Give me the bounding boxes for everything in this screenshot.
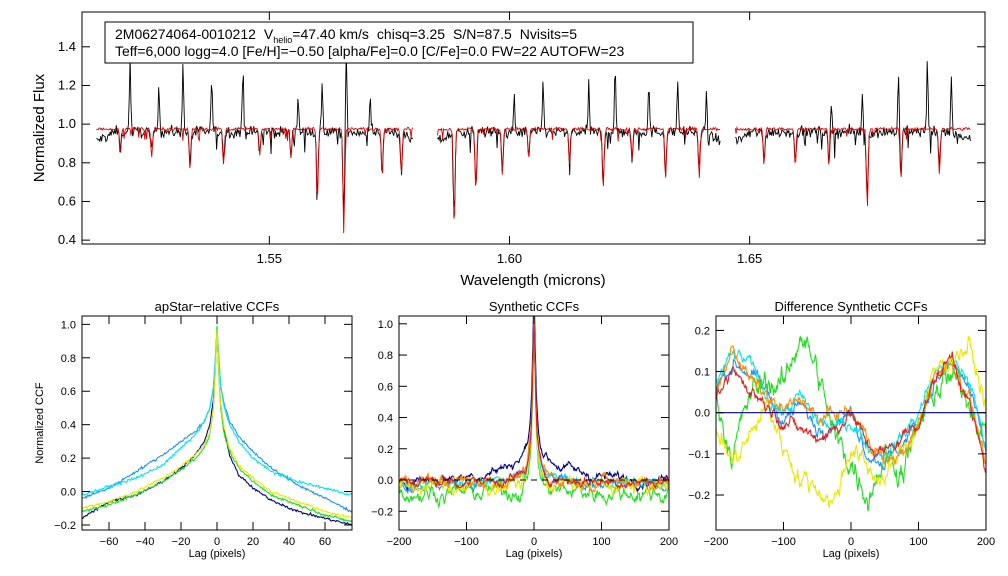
apstar-ccf-visit-4 <box>82 326 352 523</box>
apstar-ccf-x-tick-label: 0 <box>214 536 220 548</box>
apstar-ccf-plot-frame <box>81 315 353 531</box>
apstar-ccf-y-tick-label: 0.0 <box>61 487 76 499</box>
info-box-frame <box>104 21 694 64</box>
difference-ccf-y-tick-label: −0.2 <box>688 490 710 502</box>
difference-ccf-visit-4 <box>716 335 986 512</box>
sn-value: S/N=87.5 <box>453 26 512 42</box>
difference-ccf-x-axis-label: Lag (pixels) <box>823 548 880 560</box>
spectrum-x-tick-label: 1.65 <box>737 251 762 266</box>
apstar-ccf-y-axis-label: Normalized CCF <box>34 382 46 464</box>
synthetic-ccf-y-tick-label: 0.4 <box>378 413 393 425</box>
spectrum-lines <box>96 50 971 234</box>
spectrum-y-tick-label: 1.0 <box>58 116 76 131</box>
apstar-ccf-axes: −60 −40 −20 0 20 40 60 −0.2 0.0 0.2 0.4 0.6 0.8 1.0 <box>54 316 352 548</box>
synthetic-ccf-y-tick-label: 0.2 <box>378 444 393 456</box>
difference-ccf-series <box>716 335 986 512</box>
synthetic-ccf-y-tick-label: 0.0 <box>378 475 393 487</box>
info-line-2: Teff=6,000 logg=4.0 [Fe/H]=−0.50 [alpha/… <box>115 43 624 59</box>
synthetic-ccf-y-tick-label: 0.8 <box>378 350 393 362</box>
difference-ccf-x-tick-label: 0 <box>848 536 854 548</box>
synthetic-ccf-y-tick-label: 1.0 <box>378 319 393 331</box>
apstar-ccf-panel: apStar−relative CCFs −60 −40 −20 0 20 40 60 −0.… <box>34 299 353 560</box>
spectrum-x-tick-label: 1.55 <box>257 251 282 266</box>
apstar-ccf-x-tick-label: −60 <box>100 536 119 548</box>
synthetic-ccf-panel: Synthetic CCFs −200 −100 0 100 200 −0.2 0.0 0.2… <box>371 299 678 560</box>
synthetic-ccf-title: Synthetic CCFs <box>489 299 580 314</box>
apstar-ccf-title: apStar−relative CCFs <box>155 299 280 314</box>
synthetic-ccf-visit-7 <box>399 316 669 490</box>
spectrum-panel: 1.55 1.60 1.65 0.4 0.6 0.8 1.0 1.2 1.4 2M0627406… <box>31 11 986 289</box>
apstar-ccf-visit-3 <box>82 327 352 496</box>
spectrum-y-tick-label: 0.4 <box>58 232 76 247</box>
vhelio-value: =47.40 km/s <box>292 26 369 42</box>
difference-ccf-plot-frame <box>715 315 987 531</box>
chisq-value: chisq=3.25 <box>377 26 445 42</box>
difference-ccf-visit-5 <box>716 335 986 509</box>
apstar-ccf-x-tick-label: −40 <box>136 536 155 548</box>
synthetic-ccf-y-tick-label: 0.6 <box>378 381 393 393</box>
difference-ccf-y-tick-label: −0.1 <box>688 449 710 461</box>
apstar-ccf-x-tick-label: 20 <box>247 536 259 548</box>
difference-ccf-panel: Difference Synthetic CCFs −200 −100 0 100 20… <box>688 299 995 560</box>
vhelio-subscript: helio <box>273 35 292 45</box>
spectrum-observed-chip-2 <box>437 75 721 208</box>
spectrum-plot-frame <box>81 11 986 245</box>
synthetic-ccf-x-tick-label: 200 <box>660 536 678 548</box>
synthetic-ccf-axes: −200 −100 0 100 200 −0.2 0.0 0.2 0.4 0.6 0.8 1.0 <box>371 316 678 548</box>
apstar-ccf-y-tick-label: 1.0 <box>61 319 76 331</box>
apstar-ccf-y-tick-label: 0.4 <box>61 420 76 432</box>
synthetic-ccf-x-tick-label: −100 <box>454 536 479 548</box>
apstar-ccf-y-tick-label: 0.2 <box>61 453 76 465</box>
info-line-1: 2M06274064-0010212 Vhelio=47.40 km/s chisq… <box>115 26 577 45</box>
spectrum-model-chip-3 <box>734 125 971 206</box>
nvisits-value: Nvisits=5 <box>520 26 577 42</box>
apstar-ccf-x-axis-label: Lag (pixels) <box>189 548 246 560</box>
difference-ccf-lines <box>716 335 986 512</box>
spectrum-observed-chip-1 <box>96 50 414 214</box>
apstar-ccf-x-tick-label: 60 <box>319 536 331 548</box>
spectrum-x-axis-label: Wavelength (microns) <box>460 272 605 289</box>
difference-ccf-axes: −200 −100 0 100 200 −0.2 −0.1 0.0 0.1 0.2 <box>688 316 995 548</box>
spectrum-model-chip-2 <box>436 125 721 219</box>
synthetic-ccf-x-axis-label: Lag (pixels) <box>506 548 563 560</box>
apstar-ccf-x-tick-label: −20 <box>172 536 191 548</box>
star-id: 2M06274064-0010212 <box>115 26 256 42</box>
difference-ccf-y-tick-label: 0.0 <box>695 408 710 420</box>
spectrum-y-axis-label: Normalized Flux <box>31 73 48 182</box>
difference-ccf-x-tick-label: −200 <box>704 536 729 548</box>
vhelio-label: V <box>264 26 274 42</box>
spectrum-series <box>96 50 971 234</box>
apstar-ccf-x-tick-label: 40 <box>283 536 295 548</box>
spectrum-axes: 1.55 1.60 1.65 0.4 0.6 0.8 1.0 1.2 1.4 <box>58 12 985 266</box>
difference-ccf-x-tick-label: −100 <box>771 536 796 548</box>
difference-ccf-x-tick-label: 100 <box>909 536 927 548</box>
synthetic-ccf-visit-6 <box>399 316 669 494</box>
synthetic-ccf-x-tick-label: 100 <box>592 536 610 548</box>
apstar-ccf-y-tick-label: 0.6 <box>61 386 76 398</box>
difference-ccf-y-tick-label: 0.2 <box>695 325 710 337</box>
apstar-ccf-lines <box>82 326 352 526</box>
spectrum-x-tick-label: 1.60 <box>497 251 522 266</box>
spectrum-y-tick-label: 0.6 <box>58 193 76 208</box>
apstar-ccf-series <box>82 326 352 526</box>
spectrum-y-tick-label: 0.8 <box>58 155 76 170</box>
synthetic-ccf-x-tick-label: −200 <box>387 536 412 548</box>
apstar-ccf-y-tick-label: −0.2 <box>54 520 76 532</box>
difference-ccf-title: Difference Synthetic CCFs <box>775 299 928 314</box>
difference-ccf-x-tick-label: 200 <box>977 536 995 548</box>
spectrum-y-tick-label: 1.2 <box>58 77 76 92</box>
synthetic-ccf-y-tick-label: −0.2 <box>371 506 393 518</box>
difference-ccf-y-tick-label: 0.1 <box>695 367 710 379</box>
spectrum-y-tick-label: 1.4 <box>58 39 76 54</box>
apstar-ccf-y-tick-label: 0.8 <box>61 353 76 365</box>
spectrum-model-chip-1 <box>96 126 414 234</box>
apstar-ccf-visit-5 <box>82 329 352 519</box>
info-box: 2M06274064-0010212 Vhelio=47.40 km/s chisq… <box>104 21 694 64</box>
synthetic-ccf-x-tick-label: 0 <box>531 536 537 548</box>
